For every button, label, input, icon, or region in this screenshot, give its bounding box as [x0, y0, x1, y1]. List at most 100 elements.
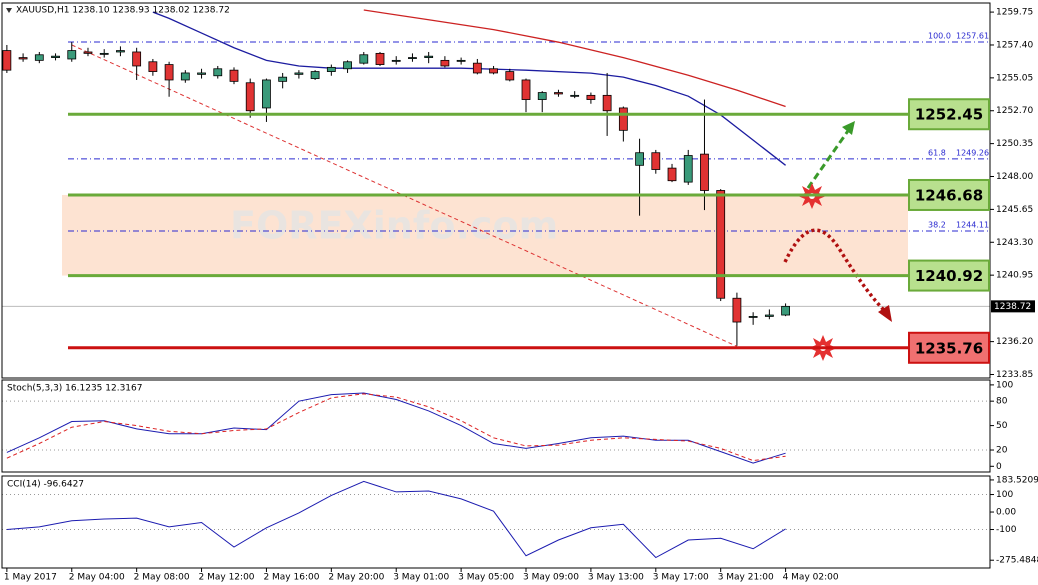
y-tick-label: 1236.20 [996, 337, 1033, 347]
marks: 1259.75 1257.40 1255.05 1252.70 1250.35 1248.… [2, 8, 1038, 583]
y-tick-label: -275.4848 [996, 556, 1038, 566]
fib-label: 100.0 [928, 32, 951, 41]
y-tick-label: 1240.95 [996, 271, 1033, 281]
candle-body [99, 52, 109, 55]
fib-value: 1244.11 [956, 220, 989, 229]
candle-body [67, 50, 77, 60]
fib-label: 38.2 [928, 220, 946, 229]
price-tag-label: 1238.72 [994, 302, 1031, 312]
candle-body [391, 59, 401, 62]
candle-body [764, 314, 774, 317]
candle-body [245, 82, 255, 112]
y-tick-label: 100 [996, 490, 1013, 500]
x-tick-label: 2 May 20:00 [328, 573, 384, 583]
y-tick-label: 100 [996, 380, 1013, 390]
candle-body [716, 190, 726, 299]
y-tick-label: 1257.40 [996, 40, 1033, 50]
level-label: 1246.68 [915, 186, 983, 204]
x-tick-label: 3 May 01:00 [393, 573, 449, 583]
stoch-panel [1, 379, 991, 473]
y-tick-label: 1250.35 [996, 139, 1033, 149]
candle-body [732, 297, 742, 323]
candle-body [472, 62, 482, 74]
fib-value: 1249.26 [956, 148, 989, 157]
candle-body [651, 152, 661, 170]
y-tick-label: -100 [996, 525, 1017, 535]
x-tick-label: 3 May 09:00 [523, 573, 579, 583]
y-tick-label: 1255.05 [996, 73, 1033, 83]
line [363, 9, 786, 108]
candle-body [537, 92, 547, 100]
down-arrow [783, 228, 888, 314]
zone [62, 194, 908, 276]
indicator-line [6, 480, 786, 559]
watermark: FOREXinfo.com [230, 204, 558, 248]
candle-body [359, 54, 369, 64]
x-tick-label: 2 May 08:00 [134, 573, 190, 583]
candle-body [51, 55, 60, 58]
x-tick-label: 2 May 16:00 [263, 573, 319, 583]
y-tick-label: 0.00 [996, 508, 1016, 518]
candle-body [213, 68, 223, 77]
up-arrow [806, 127, 852, 189]
candle-body [424, 55, 434, 58]
candle-body [618, 107, 628, 131]
x-tick-label: 2 May 12:00 [199, 573, 255, 583]
x-tick-label: 3 May 13:00 [588, 573, 644, 583]
cci-panel [1, 475, 991, 569]
candle-body [83, 51, 93, 54]
candle-body [197, 72, 206, 75]
y-tick-label: 1252.70 [996, 106, 1033, 116]
candle-body [294, 72, 304, 75]
candle-body [748, 316, 758, 318]
candle-body [116, 50, 125, 53]
y-tick-label: 0 [996, 462, 1002, 472]
fib-label: 61.8 [928, 148, 946, 157]
fib-value: 1257.61 [956, 32, 989, 41]
candle-body [326, 66, 336, 72]
candle-body [781, 305, 790, 316]
candle-body [456, 59, 466, 62]
candle-body [408, 57, 417, 59]
candle-body [2, 50, 12, 71]
line [152, 11, 786, 166]
candle-body [586, 94, 596, 100]
candle-body [700, 153, 709, 191]
y-tick-label: 80 [996, 397, 1008, 407]
chart-title: XAUUSD,H1 1238.10 1238.93 1238.02 1238.7… [16, 6, 230, 16]
y-tick-label: 1259.75 [996, 8, 1033, 18]
candle-body [375, 52, 385, 65]
candle-body [148, 61, 158, 72]
up-arrowhead [842, 121, 855, 135]
y-tick-label: 1245.65 [996, 205, 1033, 215]
annotations: 1252.45 1246.68 1240.92 1235.76 1238.72 [68, 98, 1035, 364]
down-arrowhead [878, 305, 892, 322]
candle-body [343, 61, 352, 70]
candle-body [521, 79, 531, 100]
candle-body [164, 64, 174, 81]
candle-body [440, 59, 450, 67]
candle-body [602, 94, 612, 112]
indicator-line [6, 392, 786, 464]
candle-body [262, 79, 271, 109]
level-label: 1235.76 [915, 339, 983, 357]
x-tick-label: 2 May 04:00 [69, 573, 125, 583]
y-tick-label: 183.5209 [996, 475, 1038, 485]
candle-body [505, 71, 515, 81]
candle-body [229, 69, 239, 82]
x-tick-label: 3 May 05:00 [458, 573, 514, 583]
candle-body [278, 76, 288, 82]
level-label: 1252.45 [915, 106, 983, 124]
candle-body [554, 92, 563, 95]
symbol-icon [6, 8, 12, 13]
candle-body [489, 68, 498, 74]
candle-body [683, 155, 693, 183]
x-tick-label: 1 May 2017 [4, 573, 57, 583]
indicator-line [6, 393, 786, 462]
candle-body [34, 54, 44, 61]
y-tick-label: 1243.30 [996, 238, 1033, 248]
candle-body [570, 94, 580, 97]
level-label: 1240.92 [915, 267, 983, 285]
level-box [908, 259, 990, 292]
